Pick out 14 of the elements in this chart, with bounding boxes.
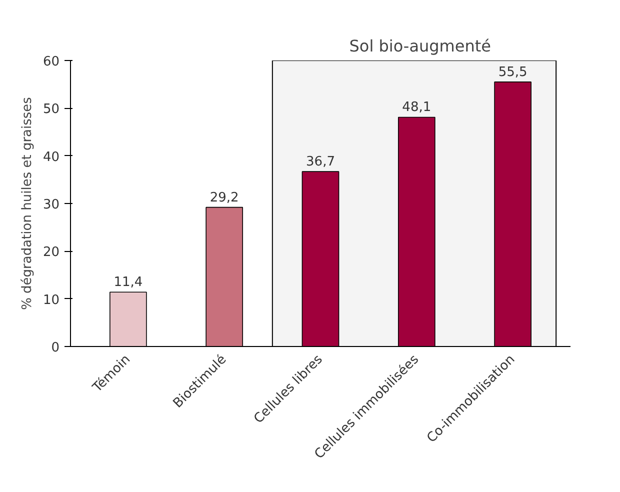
data-label: 29,2 (210, 190, 239, 206)
y-tick-label: 40 (42, 150, 60, 165)
y-tick-label: 60 (42, 54, 60, 70)
y-tick-label: 20 (42, 245, 60, 260)
y-tick-label: 30 (42, 198, 60, 212)
data-label: 36,7 (306, 154, 335, 170)
y-axis-title: % dégradation huiles et graisses (20, 96, 35, 310)
y-tick-label: 10 (42, 292, 60, 308)
band-label: Sol bio-augmenté (349, 36, 491, 56)
data-label: 48,1 (402, 100, 432, 116)
y-tick-label: 0 (51, 340, 60, 356)
data-label: 55,5 (498, 64, 528, 80)
data-label: 11,4 (114, 275, 143, 290)
y-tick-label: 50 (42, 102, 60, 118)
